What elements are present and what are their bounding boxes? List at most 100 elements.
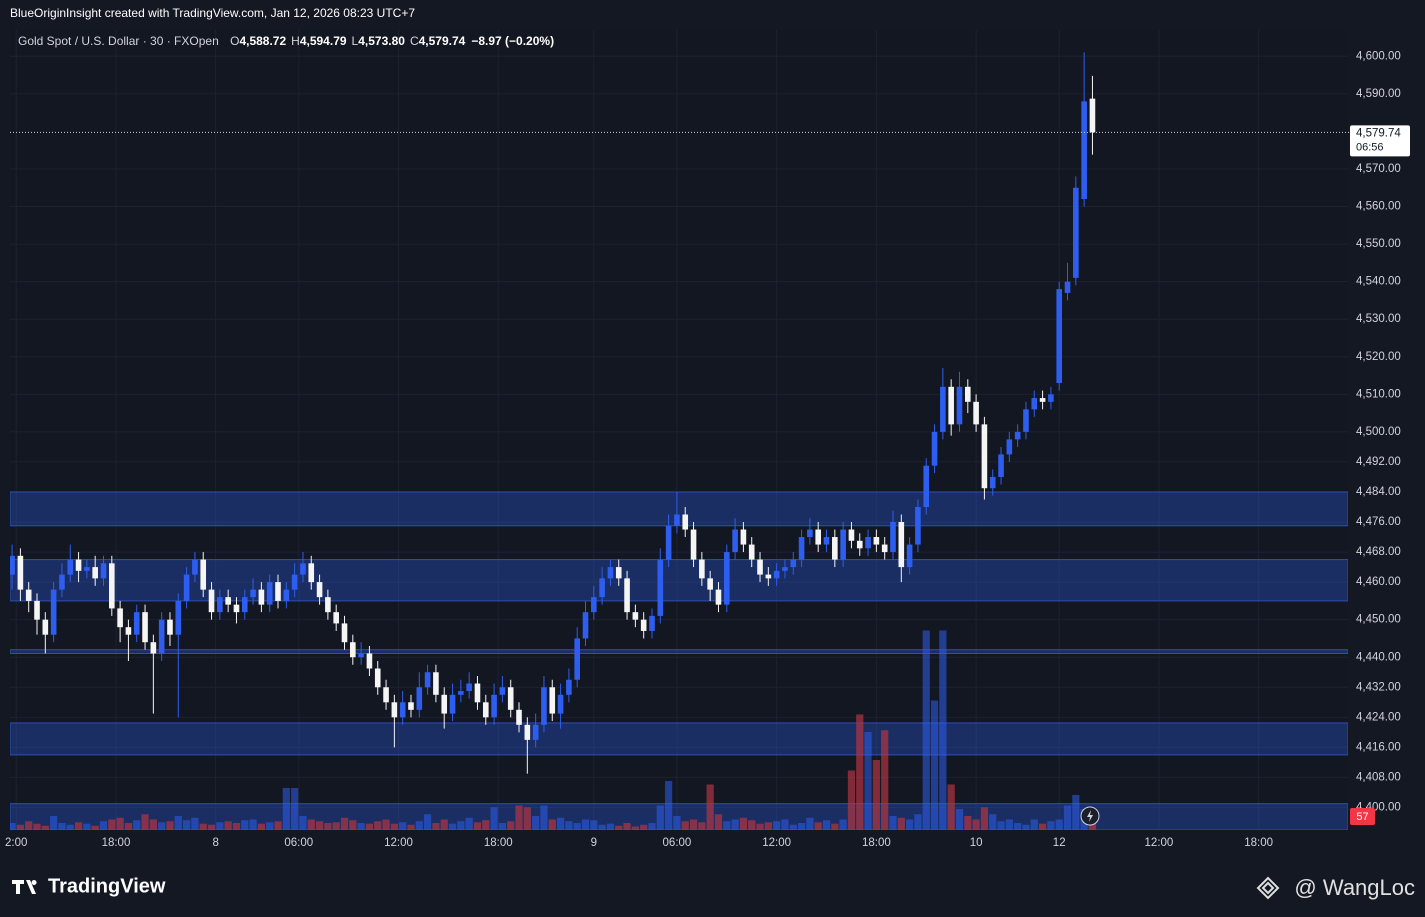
volume-bar	[91, 825, 99, 830]
candle-body	[117, 608, 123, 628]
volume-bar	[249, 819, 257, 830]
candle-body	[1064, 281, 1071, 293]
candle-body	[416, 687, 423, 710]
volume-bar	[631, 826, 639, 830]
candle-body	[823, 537, 830, 545]
volume-bar	[141, 814, 149, 830]
x-tick-label: 18:00	[862, 837, 891, 849]
volume-bar	[507, 821, 515, 830]
legend-value: 4,579.74	[418, 34, 466, 48]
y-tick-label: 4,432.00	[1356, 681, 1401, 693]
candle-body	[325, 597, 331, 613]
volume-bar	[656, 805, 664, 830]
candle-body	[989, 476, 996, 489]
price-zone	[10, 722, 1348, 756]
candle-body	[632, 612, 639, 620]
candle-body	[125, 627, 132, 635]
candle-body	[532, 724, 539, 740]
volume-bar	[714, 814, 723, 830]
volume-bar	[523, 807, 531, 830]
volume-bar	[66, 824, 74, 830]
candle-body	[715, 589, 722, 605]
candle-body	[308, 563, 315, 583]
candle-body	[67, 559, 74, 575]
candle-body	[133, 612, 140, 635]
volume-bar	[241, 820, 249, 830]
candle-body	[1048, 394, 1054, 402]
volume-label-box	[1350, 808, 1375, 825]
volume-bar	[1022, 824, 1030, 830]
volume-bar	[74, 822, 83, 830]
volume-bar	[340, 817, 349, 830]
volume-bar	[424, 814, 432, 830]
candle-body	[441, 694, 448, 714]
candle-body	[1031, 398, 1038, 410]
volume-bar	[939, 630, 947, 830]
candle-body	[873, 537, 880, 545]
volume-bar	[565, 821, 573, 830]
volume-bar	[980, 807, 989, 830]
volume-bar	[689, 819, 698, 830]
candle-body	[250, 589, 256, 598]
candle-body	[158, 619, 165, 654]
volume-bar	[548, 819, 556, 830]
x-tick-label: 06:00	[663, 837, 692, 849]
candle-body	[624, 578, 630, 613]
volume-bar	[266, 822, 274, 830]
volume-bar	[58, 823, 66, 830]
candle-body	[699, 559, 705, 579]
candle-body	[807, 529, 813, 538]
countdown: 06:56	[1356, 141, 1384, 153]
volume-bar	[739, 817, 748, 830]
candle-body	[374, 668, 381, 688]
candle-body	[183, 574, 190, 601]
candle-body	[748, 544, 755, 560]
candle-body	[915, 506, 921, 545]
volume-bar	[955, 809, 964, 830]
volume	[10, 630, 1097, 830]
volume-bar	[473, 822, 482, 830]
x-tick-label: 12:00	[1145, 837, 1174, 849]
volume-bar	[482, 820, 490, 830]
volume-bar	[315, 821, 324, 830]
candle-body	[283, 589, 290, 601]
y-tick-label: 4,440.00	[1356, 651, 1401, 663]
volume-bar	[698, 822, 706, 830]
candle-body	[433, 672, 439, 695]
candle-body	[1023, 409, 1029, 432]
volume-bar	[382, 819, 390, 830]
candle-body	[25, 589, 32, 601]
candle-body	[333, 612, 339, 624]
candle-body	[50, 589, 57, 635]
candle-body	[358, 653, 364, 658]
volume-bar	[864, 732, 872, 830]
candle-body	[1014, 431, 1021, 440]
y-tick-label: 4,416.00	[1356, 741, 1401, 753]
volume-bar	[83, 823, 91, 830]
candle-body	[1039, 398, 1046, 402]
candle-body	[391, 702, 398, 718]
x-tick-label: 8	[212, 837, 218, 849]
candle-body	[998, 454, 1004, 477]
candle-body	[225, 597, 231, 605]
candle-body	[192, 559, 198, 575]
watermark-icon	[1256, 876, 1280, 900]
volume-bar	[665, 781, 673, 830]
volume-bar	[581, 819, 590, 830]
candle-body	[241, 597, 248, 613]
volume-bar	[789, 824, 797, 830]
volume-bar	[723, 821, 731, 830]
candle-body	[591, 597, 597, 613]
candle-body	[906, 544, 913, 568]
volume-label: 57	[1356, 811, 1368, 823]
volume-bar	[1047, 821, 1055, 830]
candle-body	[316, 582, 323, 598]
candle-body	[665, 525, 672, 560]
candle-body	[449, 694, 456, 714]
volume-bar	[432, 823, 440, 830]
y-tick-label: 4,424.00	[1356, 711, 1401, 723]
volume-bar	[349, 820, 357, 830]
candle-body	[582, 612, 589, 639]
candle-body	[275, 582, 281, 601]
volume-bar	[399, 822, 407, 830]
